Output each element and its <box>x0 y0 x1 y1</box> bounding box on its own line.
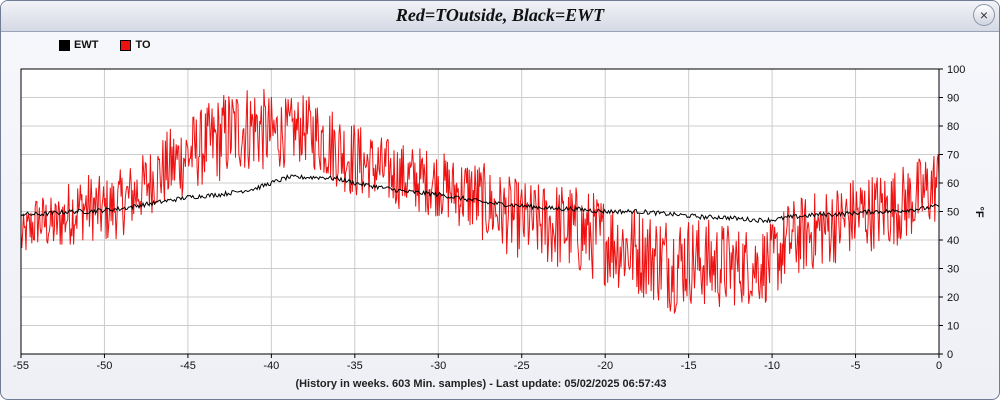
chart-title: Red=TOutside, Black=EWT <box>395 5 605 25</box>
x-tick-label-0: 0 <box>936 360 942 372</box>
x-tick-label--30: -30 <box>430 360 446 372</box>
legend-swatch-to <box>120 39 132 51</box>
x-tick-label--20: -20 <box>597 360 613 372</box>
legend-item-ewt[interactable]: EWT <box>59 39 98 51</box>
y-tick-label-20: 20 <box>947 292 959 304</box>
legend-item-to[interactable]: TO <box>120 39 151 51</box>
y-axis-label: °F <box>973 206 985 217</box>
x-tick-label--25: -25 <box>514 360 530 372</box>
x-tick-label--10: -10 <box>764 360 780 372</box>
legend-swatch-ewt <box>59 39 70 51</box>
x-tick-label--55: -55 <box>13 360 29 372</box>
y-tick-label-100: 100 <box>947 64 965 76</box>
series-line-to <box>20 88 940 315</box>
close-icon: × <box>979 7 989 23</box>
y-tick-label-10: 10 <box>947 321 959 333</box>
title-bar: Red=TOutside, Black=EWT × <box>1 1 999 32</box>
x-tick-label--50: -50 <box>97 360 113 372</box>
y-tick-label-0: 0 <box>947 349 953 361</box>
x-tick-label--45: -45 <box>180 360 196 372</box>
x-tick-label--40: -40 <box>263 360 279 372</box>
y-tick-label-70: 70 <box>947 150 959 162</box>
x-tick-label--35: -35 <box>347 360 363 372</box>
y-tick-label-60: 60 <box>947 178 959 190</box>
chart-footer: (History in weeks. 603 Min. samples) - L… <box>295 378 667 390</box>
legend: EWT TO <box>59 39 173 51</box>
series-line-ewt <box>20 173 940 224</box>
y-tick-label-80: 80 <box>947 121 959 133</box>
y-tick-label-90: 90 <box>947 93 959 105</box>
y-tick-label-40: 40 <box>947 235 959 247</box>
x-tick-label--5: -5 <box>851 360 861 372</box>
close-button[interactable]: × <box>973 4 995 26</box>
legend-label-ewt: EWT <box>74 39 99 51</box>
legend-label-to: TO <box>135 39 151 51</box>
y-tick-label-50: 50 <box>947 207 959 219</box>
x-tick-label--15: -15 <box>681 360 697 372</box>
y-tick-label-30: 30 <box>947 264 959 276</box>
